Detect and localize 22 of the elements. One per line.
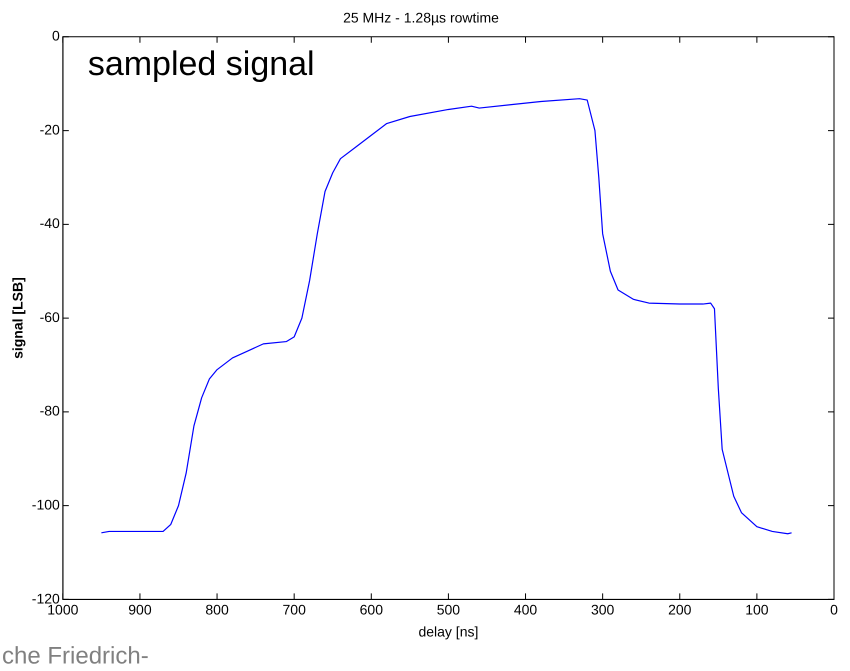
chart-title: 25 MHz - 1.28µs rowtime	[343, 9, 500, 26]
x-tick-label: 500	[436, 602, 460, 618]
y-tick-label: -80	[40, 402, 60, 419]
x-tick-label: 800	[205, 602, 229, 618]
y-axis-title: signal [LSB]	[9, 277, 26, 359]
y-tick-label: -120	[32, 590, 60, 606]
y-tick-label: -100	[32, 496, 60, 512]
x-tick-label: 0	[830, 602, 838, 618]
x-tick-label: 100	[745, 602, 769, 618]
text: che Friedrich-	[2, 642, 149, 670]
x-tick-label: 900	[128, 602, 152, 618]
annotation: sampled signal	[88, 45, 315, 84]
y-tick-label: -40	[40, 215, 60, 232]
x-tick-label: 300	[590, 602, 615, 618]
x-tick-label: 700	[282, 602, 306, 618]
x-tick-label: 600	[360, 602, 384, 618]
y-tick-label: 0	[52, 28, 60, 44]
x-axis-title: delay [ns]	[418, 623, 478, 640]
y-tick-label: -60	[40, 308, 60, 325]
x-tick-label: 400	[514, 602, 538, 618]
x-tick-label: 200	[668, 602, 692, 618]
y-tick-label: -20	[40, 121, 60, 138]
